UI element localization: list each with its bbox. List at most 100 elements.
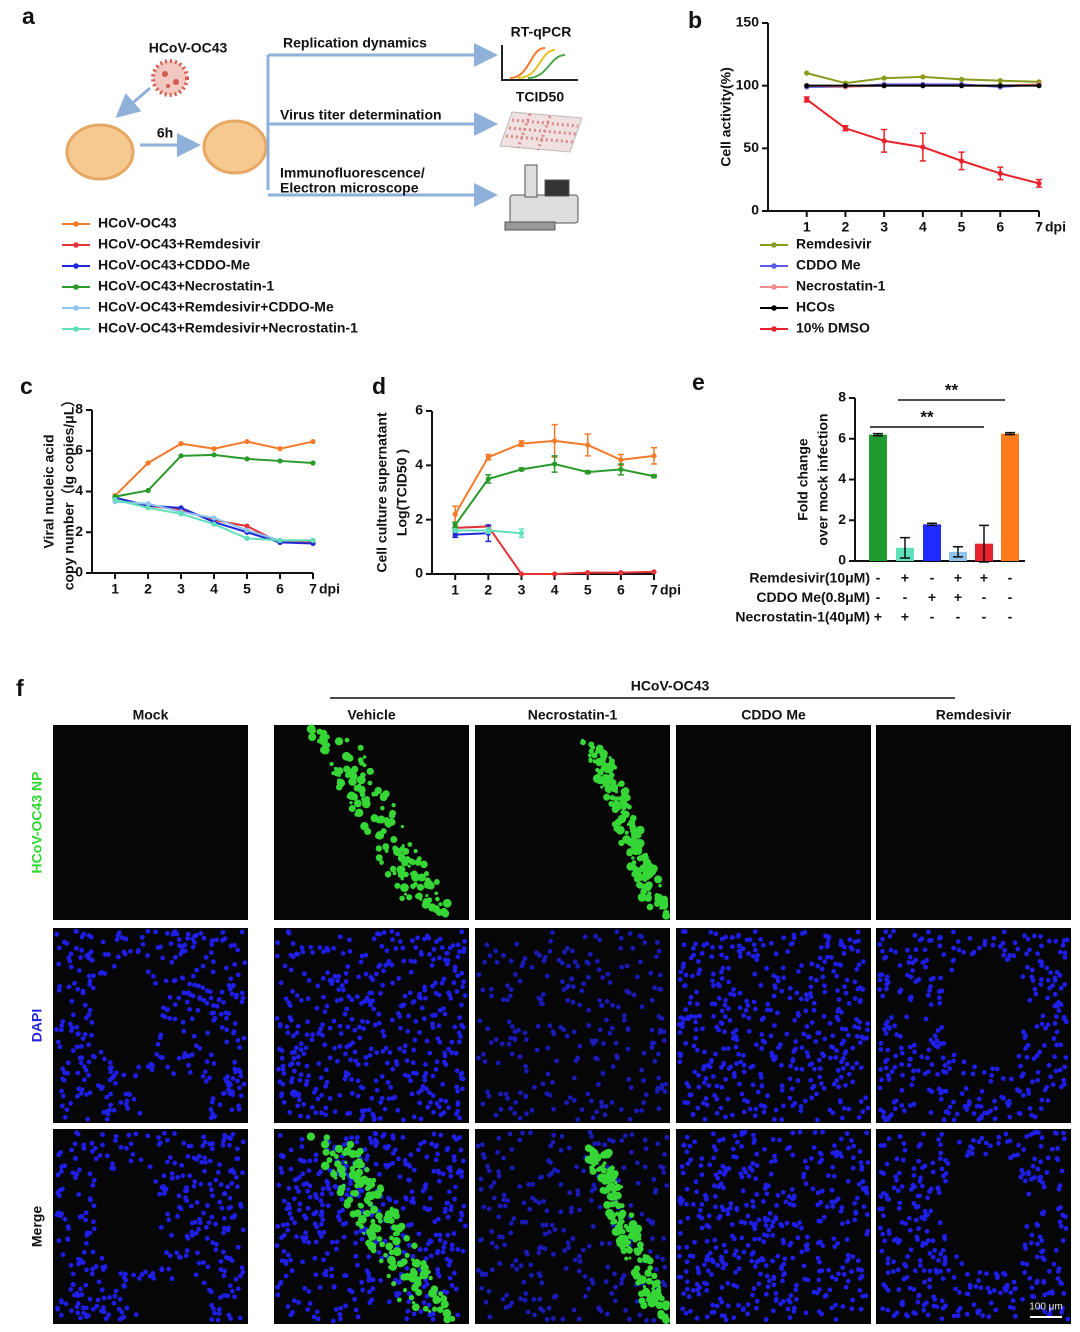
treatment-sign: - — [903, 589, 908, 605]
treatment-sign: + — [954, 589, 962, 605]
micrograph — [876, 1129, 1071, 1324]
y-tick-label: 4 — [75, 482, 83, 498]
marker — [310, 460, 316, 466]
error-bar — [979, 524, 989, 563]
treatment-sign: - — [982, 589, 987, 605]
x-tick-label: 7 — [1035, 219, 1043, 235]
marker — [997, 170, 1003, 176]
assay-label: Replication dynamics — [283, 35, 427, 51]
assay-label: Electron microscope — [280, 180, 419, 196]
assay-label: Virus titer determination — [280, 107, 442, 123]
legend-label: HCoV-OC43 — [98, 215, 177, 231]
row-label: Merge — [29, 1206, 45, 1247]
x-axis-label: dpi — [1045, 219, 1066, 235]
marker — [618, 570, 624, 576]
marker — [244, 535, 250, 541]
marker — [178, 441, 184, 447]
panel-label: b — [688, 7, 702, 33]
marker — [618, 457, 624, 463]
treatment-sign: - — [876, 589, 881, 605]
y-tick-label: 6 — [75, 441, 83, 457]
marker — [452, 527, 458, 534]
marker — [518, 571, 525, 577]
marker — [178, 453, 184, 459]
y-axis-label: copy number（lg copies/μL） — [61, 393, 77, 591]
virus-label: HCoV-OC43 — [149, 40, 228, 56]
legend-label: CDDO Me — [796, 257, 861, 273]
x-tick-label: 5 — [958, 219, 966, 235]
assay-label: Immunofluorescence/ — [280, 165, 425, 181]
y-tick-label: 150 — [736, 14, 760, 30]
x-tick-label: 7 — [650, 582, 658, 598]
qpcr-icon — [501, 45, 578, 81]
x-axis-label: dpi — [319, 581, 340, 597]
marker — [485, 454, 491, 460]
micrograph — [53, 1129, 248, 1324]
legend-marker — [73, 221, 79, 227]
marker — [244, 523, 250, 529]
nuclei — [877, 928, 1070, 1123]
legend-label: 10% DMSO — [796, 320, 870, 336]
marker — [804, 96, 810, 103]
legend-marker — [73, 263, 79, 269]
legend-label: HCoV-OC43+Remdesivir+Necrostatin-1 — [98, 320, 358, 336]
treatment-sign: - — [1008, 609, 1013, 625]
treatment-sign: - — [1008, 570, 1013, 586]
viral-np — [580, 738, 671, 920]
marker — [920, 83, 926, 89]
micrograph — [676, 725, 871, 920]
y-axis-label: Cell culture supernatant — [374, 412, 390, 573]
treatment-label: Necrostatin-1(40μM) — [735, 609, 870, 625]
marker — [211, 521, 217, 527]
x-tick-label: 6 — [996, 219, 1004, 235]
micrograph — [53, 725, 248, 920]
bar — [1001, 433, 1019, 561]
marker — [881, 138, 887, 144]
micrograph — [274, 725, 469, 920]
marker — [518, 530, 525, 536]
y-tick-label: 50 — [743, 139, 759, 155]
x-tick-label: 2 — [484, 582, 492, 598]
marker — [518, 466, 525, 473]
x-axis-label: dpi — [660, 582, 681, 598]
x-tick-label: 4 — [551, 582, 559, 598]
treatment-label: CDDO Me(0.8μM) — [756, 589, 870, 605]
column-label: CDDO Me — [741, 707, 806, 723]
x-tick-label: 3 — [177, 581, 185, 597]
nuclei — [274, 1130, 468, 1324]
x-tick-label: 3 — [880, 219, 888, 235]
marker — [881, 83, 887, 89]
marker — [842, 83, 849, 89]
microscope-icon — [504, 164, 579, 231]
marker — [551, 438, 558, 444]
marker — [244, 456, 250, 462]
legend-marker — [73, 326, 79, 332]
marker — [518, 441, 525, 447]
arrow — [115, 86, 151, 118]
organoid — [202, 119, 268, 175]
series-line — [114, 453, 314, 498]
marker — [310, 537, 316, 544]
y-tick-label: 6 — [415, 402, 423, 418]
plate-icon — [499, 111, 583, 153]
marker — [211, 446, 217, 452]
marker — [651, 453, 657, 459]
method-label: RT-qPCR — [511, 24, 572, 40]
y-tick-label: 0 — [415, 565, 423, 581]
treatment-sign: - — [876, 570, 881, 586]
marker — [211, 452, 217, 458]
x-tick-label: 1 — [803, 219, 811, 235]
legend-marker — [771, 284, 777, 290]
marker — [958, 76, 965, 82]
y-tick-label: 2 — [75, 523, 83, 539]
nuclei — [476, 929, 669, 1122]
x-tick-label: 1 — [111, 581, 119, 597]
treatment-sign: - — [930, 609, 935, 625]
marker — [145, 501, 151, 507]
marker — [452, 532, 458, 538]
series-line — [454, 462, 655, 526]
nuclei — [274, 929, 468, 1123]
y-tick-label: 0 — [751, 202, 759, 218]
error-bar — [1005, 431, 1015, 436]
row-label: HCoV-OC43 NP — [29, 772, 45, 874]
